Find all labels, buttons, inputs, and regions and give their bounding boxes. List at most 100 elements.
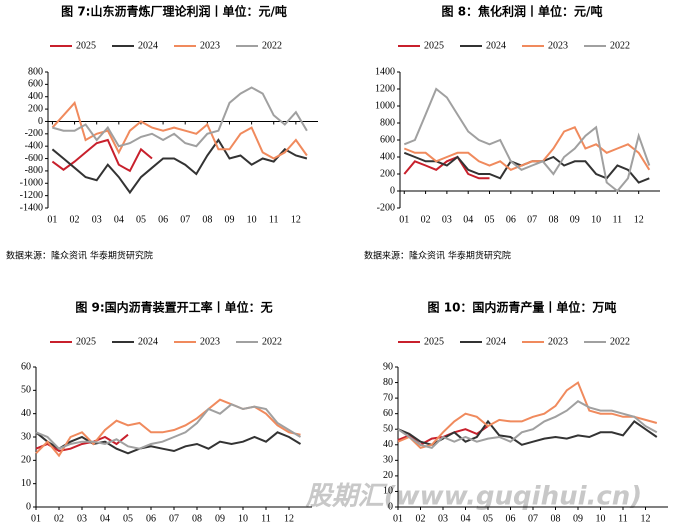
y-tick-label: 400 — [380, 151, 395, 162]
y-tick-label: 400 — [28, 91, 43, 102]
y-tick-label: -800 — [25, 165, 43, 176]
x-tick-label: 11 — [613, 214, 623, 225]
series-line — [403, 155, 490, 180]
series-line — [397, 419, 658, 446]
x-tick-label: 07 — [528, 513, 538, 524]
y-tick-label: 40 — [383, 439, 393, 450]
legend-label: 2022 — [610, 336, 630, 347]
y-tick-label: 0 — [390, 185, 395, 196]
x-tick-label: 03 — [92, 214, 102, 225]
y-tick-label: -1400 — [20, 202, 43, 213]
y-tick-label: 1200 — [375, 83, 395, 94]
legend-label: 2025 — [424, 40, 444, 51]
x-tick-label: 04 — [100, 513, 110, 524]
x-tick-label: 12 — [634, 214, 644, 225]
x-tick-label: 06 — [158, 214, 168, 225]
x-tick-label: 06 — [506, 513, 516, 524]
x-tick-label: 01 — [31, 513, 41, 524]
y-tick-label: 50 — [21, 385, 31, 396]
x-tick-label: 08 — [551, 513, 561, 524]
x-tick-label: 02 — [70, 214, 80, 225]
x-tick-label: 08 — [202, 214, 212, 225]
x-tick-label: 07 — [180, 214, 190, 225]
y-tick-label: 50 — [383, 424, 393, 435]
x-tick-label: 06 — [146, 513, 156, 524]
x-tick-label: 12 — [291, 214, 301, 225]
legend-label: 2023 — [548, 40, 568, 51]
x-tick-label: 11 — [261, 513, 271, 524]
chart-title: 图 10：国内沥青产量丨单位：万吨 — [428, 300, 617, 315]
series-line — [403, 87, 651, 193]
legend-label: 2022 — [610, 40, 630, 51]
x-tick-label: 10 — [238, 513, 248, 524]
y-tick-label: 80 — [383, 377, 393, 388]
x-tick-label: 03 — [442, 214, 452, 225]
y-tick-label: 20 — [383, 470, 393, 481]
y-tick-label: -600 — [25, 153, 43, 164]
x-tick-label: 09 — [215, 513, 225, 524]
y-tick-label: 70 — [383, 392, 393, 403]
legend-label: 2024 — [138, 40, 158, 51]
series-line — [397, 399, 658, 450]
series-line — [51, 100, 308, 160]
y-tick-label: -400 — [25, 140, 43, 151]
x-tick-label: 01 — [399, 214, 409, 225]
y-tick-label: 60 — [383, 408, 393, 419]
x-tick-label: 05 — [485, 214, 495, 225]
y-tick-label: 0 — [388, 501, 393, 512]
x-tick-label: 05 — [483, 513, 493, 524]
x-tick-label: 04 — [461, 513, 471, 524]
x-tick-label: 02 — [421, 214, 431, 225]
series-line — [51, 138, 153, 173]
y-tick-label: 0 — [38, 116, 43, 127]
y-tick-label: -1200 — [20, 190, 43, 201]
legend-label: 2024 — [486, 40, 506, 51]
x-tick-label: 03 — [77, 513, 87, 524]
x-tick-label: 04 — [463, 214, 473, 225]
x-tick-label: 09 — [570, 214, 580, 225]
y-tick-label: 0 — [26, 501, 31, 512]
y-tick-label: -1000 — [20, 178, 43, 189]
y-tick-label: 20 — [21, 455, 31, 466]
x-tick-label: 09 — [224, 214, 234, 225]
y-tick-label: 40 — [21, 408, 31, 419]
legend-label: 2025 — [76, 336, 96, 347]
legend-label: 2023 — [200, 336, 220, 347]
x-tick-label: 06 — [506, 214, 516, 225]
series-line — [403, 126, 651, 171]
y-tick-label: 200 — [380, 168, 395, 179]
y-tick-label: 600 — [380, 134, 395, 145]
y-tick-label: -200 — [25, 128, 43, 139]
legend-label: 2025 — [424, 336, 444, 347]
legend-label: 2024 — [138, 336, 158, 347]
x-tick-label: 08 — [192, 513, 202, 524]
x-tick-label: 01 — [393, 513, 403, 524]
legend-label: 2023 — [548, 336, 568, 347]
x-tick-label: 12 — [284, 513, 294, 524]
x-tick-label: 10 — [247, 214, 257, 225]
chart-title: 图 9:国内沥青装置开工率丨单位：无 — [75, 300, 272, 315]
y-tick-label: 800 — [28, 66, 43, 77]
x-tick-label: 11 — [269, 214, 279, 225]
y-tick-label: 90 — [383, 361, 393, 372]
x-tick-label: 02 — [416, 513, 426, 524]
legend-label: 2023 — [200, 40, 220, 51]
x-tick-label: 12 — [641, 513, 651, 524]
x-tick-label: 02 — [54, 513, 64, 524]
x-tick-label: 01 — [47, 214, 57, 225]
x-tick-label: 10 — [596, 513, 606, 524]
y-tick-label: 1000 — [375, 100, 395, 111]
y-tick-label: 30 — [383, 455, 393, 466]
legend-label: 2025 — [76, 40, 96, 51]
x-tick-label: 03 — [438, 513, 448, 524]
legend-label: 2022 — [262, 40, 282, 51]
series-line — [397, 381, 658, 450]
legend-label: 2024 — [486, 336, 506, 347]
source-note: 数据来源：隆众资讯 华泰期货研究院 — [6, 250, 153, 262]
y-tick-label: 200 — [28, 103, 43, 114]
chart-title: 图 8：焦化利润丨单位：元/吨 — [442, 4, 603, 19]
series-line — [51, 138, 308, 195]
y-tick-label: 10 — [383, 486, 393, 497]
x-tick-label: 10 — [591, 214, 601, 225]
